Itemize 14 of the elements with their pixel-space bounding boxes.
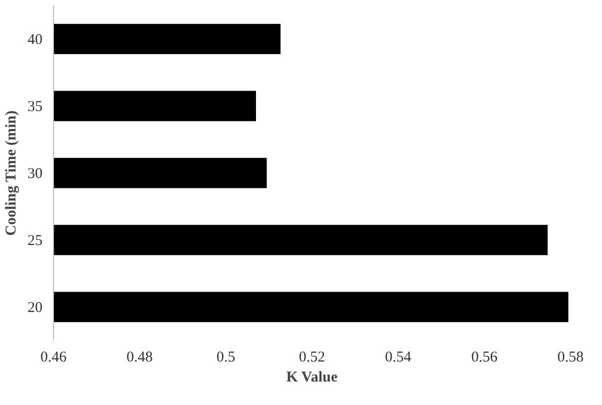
x-tick-label: 0.54 [385, 350, 412, 366]
y-axis-title: Cooling Time (min) [4, 110, 20, 236]
y-tick-label: 40 [28, 32, 42, 48]
y-tick-label: 20 [28, 300, 42, 316]
y-tick-label: 30 [28, 166, 42, 182]
x-tick-label: 0.46 [40, 350, 68, 366]
y-tick-label: 25 [28, 233, 42, 249]
y-tick-label: 35 [28, 99, 42, 115]
x-tick-label: 0.52 [298, 350, 326, 366]
x-tick-label: 0.5 [216, 350, 236, 366]
x-tick-label: 0.58 [557, 350, 584, 366]
x-axis-title: K Value [286, 370, 338, 386]
x-tick-label: 0.56 [471, 350, 498, 366]
x-tick-label: 0.48 [126, 350, 153, 366]
